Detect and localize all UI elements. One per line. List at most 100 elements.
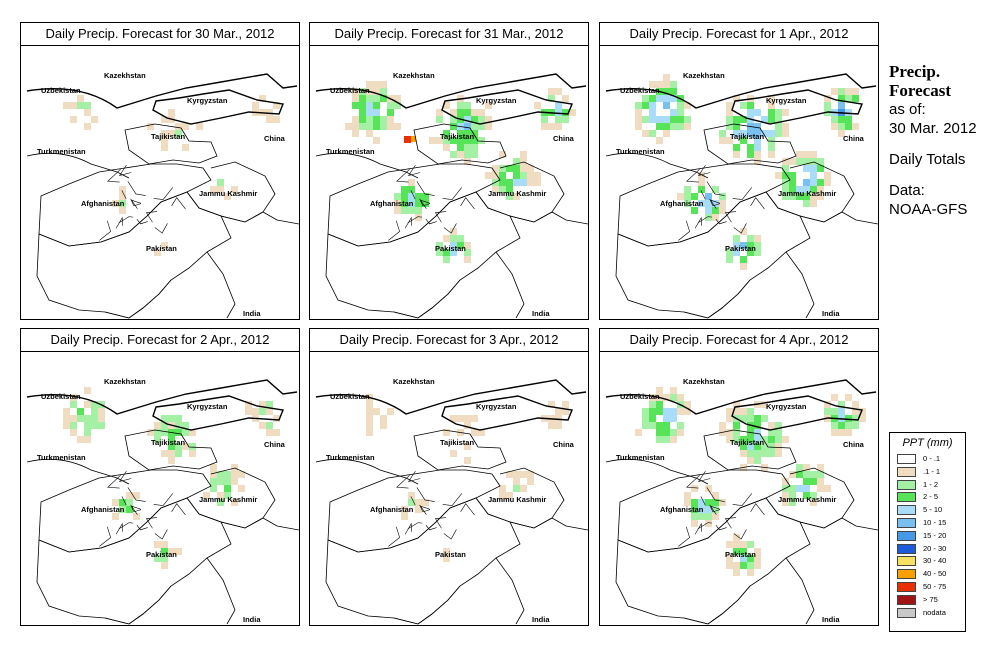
province-line (171, 197, 186, 210)
map-label-kazakhstan: Kazekhstan (683, 71, 725, 80)
map-label-kyrgyzstan: Kyrgyzstan (187, 402, 228, 411)
forecast-panel: Daily Precip. Forecast for 30 Mar., 2012… (20, 22, 300, 322)
province-line (388, 526, 400, 547)
province-line (709, 505, 721, 515)
precip-map: Kazekhstan Uzbekistan Kyrgyzstan Tajikistan… (599, 45, 879, 320)
map-label-india: India (532, 615, 550, 624)
border-line (605, 73, 877, 109)
legend-swatch (897, 594, 916, 605)
legend-item: 2 - 5 (890, 491, 965, 504)
province-line (724, 517, 737, 529)
province-line (715, 218, 727, 225)
map-label-jammu_kashmir: Jammu Kashmir (199, 189, 257, 198)
province-line (154, 529, 168, 540)
map-label-kyrgyzstan: Kyrgyzstan (766, 402, 807, 411)
border-line (220, 517, 299, 531)
legend-swatch (897, 543, 916, 554)
province-line (724, 211, 737, 223)
map-label-afghanistan: Afghanistan (660, 199, 704, 208)
border-line (315, 73, 587, 109)
province-line (410, 496, 416, 506)
map-label-uzbekistan: Uzbekistan (330, 392, 370, 401)
border-line (26, 458, 130, 485)
province-line (443, 529, 457, 540)
legend-item: 20 - 30 (890, 543, 965, 556)
map-label-kazakhstan: Kazekhstan (393, 71, 435, 80)
map-label-kyrgyzstan: Kyrgyzstan (476, 96, 517, 105)
province-line (460, 503, 475, 516)
border-line (393, 585, 461, 625)
map-label-afghanistan: Afghanistan (370, 505, 414, 514)
province-line (750, 197, 765, 210)
border-line (315, 152, 419, 179)
legend-label: 5 - 10 (923, 505, 943, 515)
province-line (115, 216, 124, 229)
province-line (700, 190, 706, 200)
legend-swatch (897, 581, 916, 592)
map-label-india: India (822, 309, 840, 318)
as-of-label: as of: (889, 101, 926, 118)
legend-item: 40 - 50 (890, 568, 965, 581)
border-line (683, 279, 751, 319)
border-line (799, 517, 878, 531)
forecast-panel: Daily Precip. Forecast for 3 Apr., 2012 K… (309, 328, 589, 628)
legend-label: 10 - 15 (923, 517, 947, 527)
province-line (715, 524, 727, 531)
map-label-uzbekistan: Uzbekistan (620, 392, 660, 401)
legend-swatch (897, 569, 916, 580)
panel-title: Daily Precip. Forecast for 3 Apr., 2012 (309, 328, 589, 352)
province-line (121, 190, 127, 200)
border-line (605, 379, 877, 415)
border-line (206, 251, 236, 319)
data-label: Data: (889, 182, 925, 199)
border-line (413, 429, 507, 471)
legend-item: 1 - 2 (890, 479, 965, 492)
province-line (694, 522, 703, 535)
border-line (124, 429, 218, 471)
province-line (407, 164, 421, 177)
border-line (731, 89, 863, 125)
forecast-panel: Daily Precip. Forecast for 1 Apr., 2012 K… (599, 22, 879, 322)
precip-legend: PPT (mm) 0 - .1 .1 - 1 1 - 2 2 - 5 5 - 10 10 … (889, 432, 966, 632)
map-label-india: India (822, 615, 840, 624)
map-label-india: India (243, 309, 261, 318)
province-line (154, 223, 168, 234)
precip-map: Kazekhstan Uzbekistan Kyrgyzstan Tajikistan… (309, 351, 589, 626)
province-line (697, 470, 711, 483)
map-label-china: China (264, 440, 286, 449)
legend-item: 30 - 40 (890, 555, 965, 568)
border-line (703, 123, 797, 165)
panel-title: Daily Precip. Forecast for 31 Mar., 2012 (309, 22, 589, 46)
legend-swatch (897, 517, 916, 528)
legend-swatch (897, 530, 916, 541)
province-line (700, 496, 706, 506)
province-line (99, 220, 111, 241)
border-line (605, 152, 709, 179)
province-line (121, 496, 127, 506)
province-line (425, 524, 437, 531)
border-line (703, 429, 797, 471)
province-line (388, 220, 400, 241)
province-line (136, 524, 148, 531)
province-line (425, 218, 437, 225)
panel-title: Daily Precip. Forecast for 1 Apr., 2012 (599, 22, 879, 46)
precip-map: Kazekhstan Uzbekistan Kyrgyzstan Tajikistan… (599, 351, 879, 626)
as-of-date: 30 Mar. 2012 (889, 120, 977, 137)
map-label-jammu_kashmir: Jammu Kashmir (488, 495, 546, 504)
map-label-pakistan: Pakistan (146, 244, 177, 253)
border-line (104, 585, 172, 625)
legend-label: 50 - 75 (923, 581, 947, 591)
map-label-pakistan: Pakistan (725, 244, 756, 253)
panel-title: Daily Precip. Forecast for 2 Apr., 2012 (20, 328, 300, 352)
map-label-kazakhstan: Kazekhstan (104, 377, 146, 386)
province-line (404, 216, 413, 229)
border-line (441, 89, 573, 125)
province-line (171, 503, 186, 516)
border-line (393, 279, 461, 319)
map-label-afghanistan: Afghanistan (81, 199, 125, 208)
legend-label: nodata (923, 607, 946, 617)
province-line (396, 168, 410, 183)
map-label-jammu_kashmir: Jammu Kashmir (778, 495, 836, 504)
province-line (443, 223, 457, 234)
map-label-tajikistan: Tajikistan (730, 132, 764, 141)
